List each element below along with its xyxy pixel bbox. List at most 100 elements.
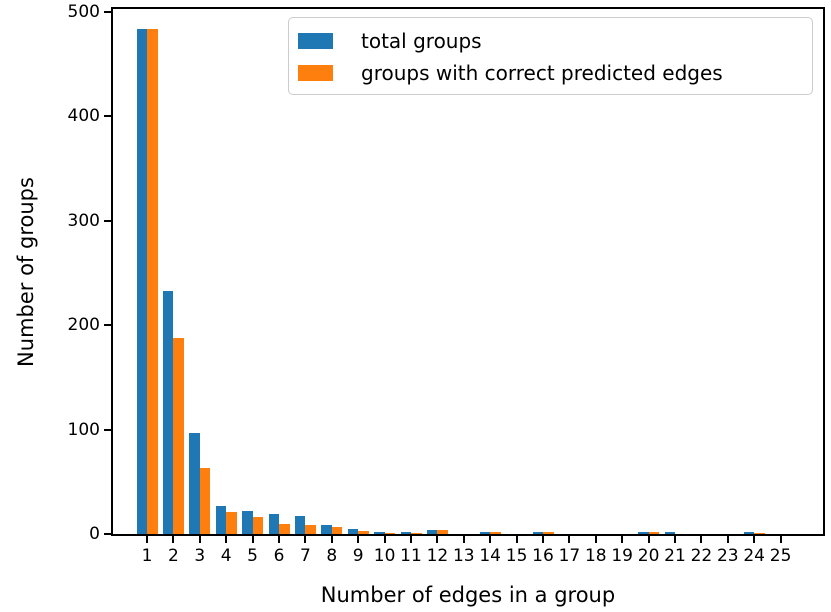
x-tick-9 <box>357 536 360 543</box>
x-tick-24 <box>753 536 756 543</box>
bar-total-16 <box>532 531 543 534</box>
x-tick-15 <box>515 536 518 543</box>
x-tick-20 <box>647 536 650 543</box>
bar-correct-2 <box>173 337 184 534</box>
x-axis-title: Number of edges in a group <box>320 583 616 607</box>
y-tick-200 <box>104 324 111 327</box>
bar-correct-20 <box>648 531 660 534</box>
legend-item-correct-groups: groups with correct predicted edges <box>289 57 812 89</box>
bar-total-14 <box>479 531 491 534</box>
bar-total-3 <box>189 432 200 534</box>
x-tick-8 <box>330 536 333 543</box>
y-tick-300 <box>104 219 111 222</box>
x-tick-label-3: 3 <box>194 546 206 566</box>
bar-correct-1 <box>147 29 158 534</box>
x-tick-2 <box>172 536 175 543</box>
x-tick-label-9: 9 <box>352 546 364 566</box>
bar-correct-14 <box>490 531 501 534</box>
bar-correct-12 <box>437 529 448 534</box>
x-tick-label-15: 15 <box>505 546 528 566</box>
x-tick-label-16: 16 <box>532 546 554 566</box>
x-tick-21 <box>674 536 676 543</box>
y-tick-label-200: 200 <box>67 315 100 336</box>
y-tick-100 <box>104 428 111 431</box>
x-tick-label-5: 5 <box>247 546 258 566</box>
x-tick-label-25: 25 <box>769 546 792 566</box>
x-tick-label-24: 24 <box>743 546 765 566</box>
x-tick-25 <box>779 536 782 543</box>
bar-correct-10 <box>384 532 396 534</box>
x-tick-label-13: 13 <box>452 546 475 566</box>
x-tick-6 <box>278 536 280 543</box>
x-tick-label-6: 6 <box>273 546 285 566</box>
legend-label-total-groups: total groups <box>361 29 482 53</box>
y-tick-label-400: 400 <box>67 106 100 127</box>
plot-area: total groups groups with correct predict… <box>111 7 825 536</box>
bar-total-1 <box>136 29 147 534</box>
bar-correct-9 <box>358 530 369 534</box>
bar-total-6 <box>268 514 279 534</box>
bar-correct-4 <box>226 512 237 534</box>
bar-total-2 <box>162 290 174 534</box>
x-tick-label-21: 21 <box>664 546 686 566</box>
bar-total-9 <box>347 528 359 534</box>
x-tick-17 <box>568 536 571 543</box>
legend: total groups groups with correct predict… <box>288 17 813 95</box>
x-tick-label-17: 17 <box>558 546 581 566</box>
x-tick-12 <box>436 536 439 543</box>
x-tick-label-10: 10 <box>373 546 396 566</box>
bar-correct-7 <box>305 524 316 534</box>
x-tick-4 <box>225 536 228 543</box>
x-tick-label-4: 4 <box>220 546 232 566</box>
bar-correct-16 <box>543 531 554 534</box>
x-tick-19 <box>621 536 624 543</box>
bar-total-11 <box>400 531 411 534</box>
bar-total-5 <box>242 511 253 534</box>
x-tick-label-8: 8 <box>326 546 338 566</box>
x-tick-label-23: 23 <box>716 546 739 566</box>
x-tick-23 <box>726 536 729 543</box>
y-tick-400 <box>104 115 111 118</box>
bar-total-4 <box>215 505 227 534</box>
x-tick-11 <box>410 536 412 543</box>
bar-total-8 <box>321 524 332 534</box>
y-tick-500 <box>104 10 111 13</box>
x-tick-label-12: 12 <box>426 546 449 566</box>
x-tick-label-7: 7 <box>299 546 311 566</box>
bar-total-21 <box>664 531 675 534</box>
y-tick-label-100: 100 <box>67 419 100 440</box>
y-tick-label-500: 500 <box>67 1 100 22</box>
legend-swatch-correct-groups <box>298 65 333 81</box>
x-tick-label-22: 22 <box>690 546 713 566</box>
bar-total-24 <box>743 531 755 534</box>
x-tick-3 <box>198 536 201 543</box>
y-tick-0 <box>104 533 111 535</box>
x-tick-label-1: 1 <box>141 546 153 566</box>
bar-correct-11 <box>411 532 422 534</box>
x-tick-label-18: 18 <box>584 546 607 566</box>
x-tick-14 <box>489 536 492 543</box>
bar-correct-6 <box>279 523 290 534</box>
y-tick-label-300: 300 <box>67 210 100 231</box>
bar-correct-3 <box>199 468 211 534</box>
bar-total-12 <box>426 529 438 534</box>
x-tick-label-20: 20 <box>637 546 660 566</box>
x-tick-7 <box>304 536 307 543</box>
x-tick-13 <box>462 536 465 543</box>
y-axis-title-text: Number of groups <box>14 177 38 367</box>
x-tick-22 <box>700 536 703 543</box>
x-tick-label-11: 11 <box>400 546 422 566</box>
x-tick-label-14: 14 <box>479 546 501 566</box>
bar-total-10 <box>374 531 385 534</box>
bar-correct-24 <box>754 532 765 534</box>
legend-swatch-total-groups <box>298 33 333 49</box>
x-tick-16 <box>542 536 544 543</box>
legend-label-correct-groups: groups with correct predicted edges <box>361 61 723 85</box>
x-tick-18 <box>594 536 597 543</box>
x-tick-5 <box>251 536 254 543</box>
y-tick-label-0: 0 <box>89 524 100 544</box>
bar-total-7 <box>294 516 306 534</box>
bar-correct-5 <box>252 517 264 534</box>
x-tick-10 <box>383 536 386 543</box>
